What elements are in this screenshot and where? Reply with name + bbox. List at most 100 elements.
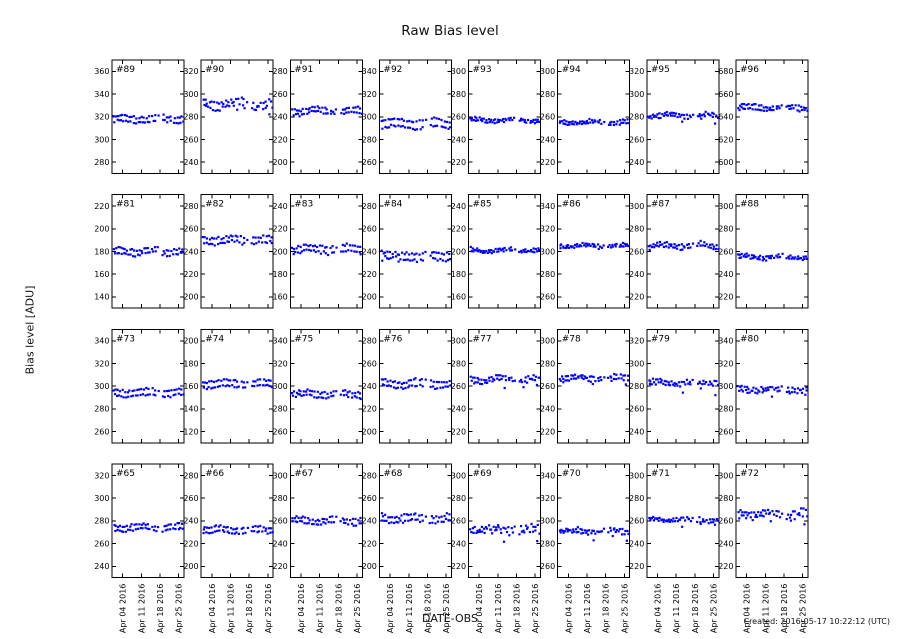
- scatter-points: [737, 252, 808, 262]
- data-point: [354, 517, 357, 521]
- data-point: [614, 243, 617, 246]
- scatter-points: [290, 242, 362, 257]
- y-tick-label: 280: [362, 337, 377, 346]
- data-point: [560, 528, 563, 531]
- data-point: [798, 512, 801, 515]
- data-point: [676, 115, 679, 119]
- data-point: [449, 126, 452, 129]
- data-point: [307, 108, 310, 111]
- data-point: [230, 98, 233, 101]
- data-point: [587, 533, 590, 536]
- data-point: [793, 510, 796, 513]
- data-point: [681, 248, 684, 251]
- data-point: [748, 391, 751, 394]
- data-point: [440, 118, 443, 122]
- data-point: [399, 519, 402, 522]
- data-point: [178, 116, 182, 119]
- axes-frame: [735, 59, 809, 174]
- data-point: [353, 395, 356, 398]
- axes-frame: [646, 194, 720, 309]
- data-point: [523, 118, 526, 122]
- scatter-points: [648, 515, 719, 528]
- y-tick-label: 260: [718, 247, 733, 256]
- data-point: [232, 104, 235, 107]
- axes-frame: [378, 59, 452, 174]
- data-point: [431, 251, 434, 254]
- data-point: [577, 245, 581, 248]
- data-point: [531, 530, 535, 533]
- data-point: [804, 107, 808, 110]
- data-point: [117, 245, 120, 249]
- data-point: [309, 249, 313, 252]
- data-point: [564, 375, 567, 378]
- data-point: [384, 378, 387, 381]
- data-point: [213, 525, 216, 528]
- data-point: [125, 524, 128, 527]
- data-point: [685, 378, 689, 381]
- data-point: [509, 249, 512, 252]
- data-point: [566, 379, 569, 382]
- subplot-label: #73: [116, 334, 135, 344]
- x-tick-label: Apr 11 2016: [672, 584, 681, 633]
- data-point: [535, 250, 539, 253]
- data-point: [351, 392, 354, 395]
- y-tick-label: 280: [94, 517, 109, 526]
- data-point: [769, 385, 772, 389]
- data-point: [241, 532, 245, 535]
- data-point: [475, 249, 478, 252]
- y-tick-label: 220: [540, 427, 555, 436]
- data-point: [381, 515, 385, 518]
- data-point: [482, 249, 485, 253]
- data-point: [139, 526, 142, 530]
- data-point: [490, 252, 493, 255]
- data-point: [312, 249, 315, 252]
- data-point: [440, 125, 443, 128]
- data-point: [409, 518, 412, 522]
- data-point: [435, 117, 438, 120]
- data-point: [305, 107, 308, 111]
- data-point: [257, 240, 260, 243]
- data-point: [130, 247, 134, 251]
- data-point: [573, 246, 576, 249]
- data-point: [406, 126, 410, 129]
- data-point: [497, 526, 500, 529]
- data-point: [138, 388, 141, 391]
- data-point: [776, 390, 779, 393]
- data-point: [179, 121, 182, 124]
- data-point: [117, 394, 120, 397]
- data-point: [602, 244, 605, 247]
- data-point: [747, 107, 750, 110]
- data-point: [525, 250, 528, 254]
- scatter-points: [647, 239, 720, 252]
- data-point: [740, 384, 743, 387]
- data-point: [403, 519, 407, 522]
- data-point: [738, 517, 741, 520]
- data-point: [576, 526, 579, 529]
- data-point: [798, 110, 801, 113]
- data-point: [566, 528, 569, 531]
- data-point: [653, 114, 656, 117]
- data-point: [470, 119, 473, 122]
- data-point: [226, 525, 229, 529]
- data-point: [269, 527, 273, 530]
- data-point: [771, 386, 774, 389]
- data-point: [425, 118, 428, 121]
- data-point: [424, 378, 427, 381]
- data-point: [408, 259, 412, 262]
- data-point: [359, 245, 362, 248]
- data-point: [449, 384, 452, 387]
- data-point: [609, 526, 612, 529]
- data-point: [131, 529, 135, 532]
- data-point: [340, 112, 343, 115]
- data-point: [778, 107, 781, 110]
- data-point: [350, 249, 353, 252]
- data-point: [357, 391, 360, 394]
- data-point: [236, 108, 239, 111]
- data-point: [136, 388, 139, 392]
- data-point: [389, 379, 392, 382]
- data-point: [491, 380, 494, 383]
- data-point: [666, 114, 670, 117]
- data-point: [347, 249, 350, 252]
